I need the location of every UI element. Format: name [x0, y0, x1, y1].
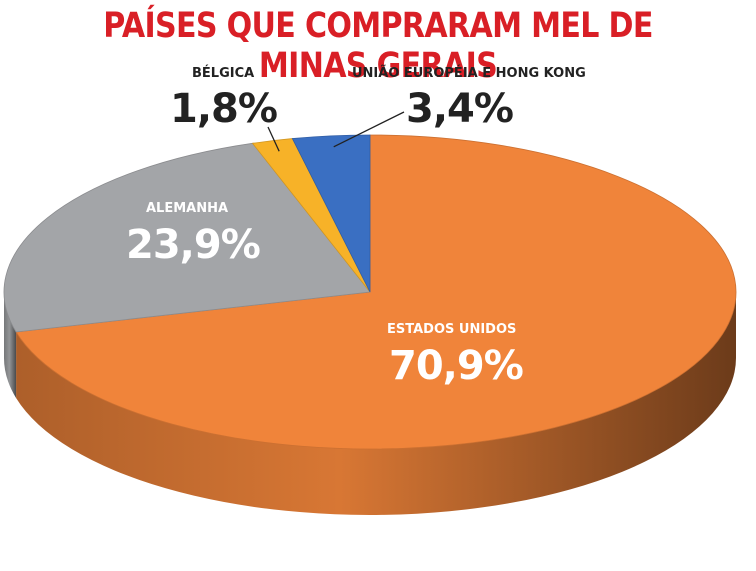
pie-slice-estados-unidos	[15, 134, 737, 450]
slice-value-belgica: 1,8%	[170, 86, 278, 132]
slice-value-estados-unidos: 70,9%	[389, 343, 524, 389]
slice-name-estados-unidos: ESTADOS UNIDOS	[387, 322, 517, 337]
leader-line-belgica	[267, 126, 280, 152]
leader-line-ue-hk	[333, 111, 405, 148]
slice-name-alemanha: ALEMANHA	[146, 201, 229, 216]
slice-value-alemanha: 23,9%	[126, 222, 261, 268]
chart-title: PAÍSES QUE COMPRARAM MEL DE MINAS GERAIS	[103, 6, 653, 86]
pie-side-estados-unidos	[16, 292, 737, 515]
slice-value-ue-hk: 3,4%	[406, 86, 514, 132]
pie-slice-uni-o-europ-ia-e-hong-kong	[291, 134, 371, 293]
slice-name-ue-hk: UNIÃO EUROPÉIA E HONG KONG	[352, 66, 586, 81]
pie-slice-alemanha	[3, 142, 371, 333]
pie-side-alemanha	[4, 292, 17, 398]
slice-name-belgica: BÉLGICA	[192, 66, 255, 81]
